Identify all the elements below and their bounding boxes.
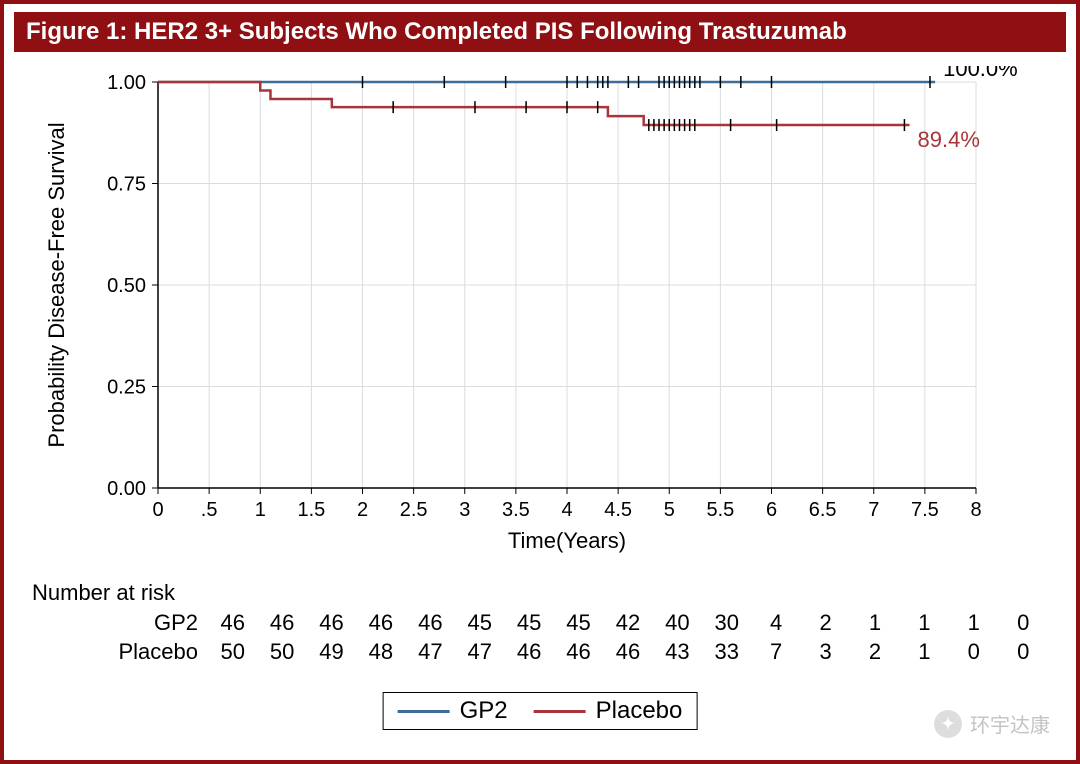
risk-row-label: Placebo bbox=[32, 637, 208, 667]
svg-text:89.4%: 89.4% bbox=[918, 127, 980, 152]
svg-text:7: 7 bbox=[868, 499, 879, 521]
svg-text:1.00: 1.00 bbox=[107, 72, 146, 94]
svg-text:1.5: 1.5 bbox=[297, 499, 325, 521]
risk-row: GP24646464646454545424030421110 bbox=[32, 608, 1048, 638]
risk-cell: 46 bbox=[257, 608, 306, 638]
risk-cell: 42 bbox=[603, 608, 652, 638]
svg-text:6.5: 6.5 bbox=[809, 499, 837, 521]
risk-cell: 46 bbox=[356, 608, 405, 638]
legend-swatch bbox=[398, 710, 450, 713]
risk-cell: 0 bbox=[999, 608, 1048, 638]
svg-text:7.5: 7.5 bbox=[911, 499, 939, 521]
risk-table-title: Number at risk bbox=[32, 578, 1048, 608]
svg-text:0.50: 0.50 bbox=[107, 275, 146, 297]
legend-item: Placebo bbox=[534, 697, 683, 725]
risk-cell: 40 bbox=[653, 608, 702, 638]
risk-cell: 3 bbox=[801, 637, 850, 667]
svg-text:5: 5 bbox=[664, 499, 675, 521]
svg-text:Probability Disease-Free Survi: Probability Disease-Free Survival bbox=[44, 122, 69, 447]
svg-text:100.0%: 100.0% bbox=[943, 66, 1018, 81]
risk-cell: 30 bbox=[702, 608, 751, 638]
risk-cell: 46 bbox=[406, 608, 455, 638]
svg-text:2.5: 2.5 bbox=[400, 499, 428, 521]
risk-cell: 50 bbox=[257, 637, 306, 667]
risk-cell: 49 bbox=[307, 637, 356, 667]
legend-swatch bbox=[534, 710, 586, 713]
risk-cell: 2 bbox=[850, 637, 899, 667]
watermark-icon: ✦ bbox=[934, 710, 962, 738]
risk-cell: 1 bbox=[949, 608, 998, 638]
risk-cell: 46 bbox=[307, 608, 356, 638]
risk-cell: 33 bbox=[702, 637, 751, 667]
risk-cell: 46 bbox=[504, 637, 553, 667]
svg-text:5.5: 5.5 bbox=[706, 499, 734, 521]
number-at-risk-table: Number at risk GP24646464646454545424030… bbox=[32, 578, 1048, 667]
risk-cell: 43 bbox=[653, 637, 702, 667]
watermark-text: 环宇达康 bbox=[970, 709, 1050, 738]
risk-cell: 4 bbox=[751, 608, 800, 638]
risk-cell: 1 bbox=[850, 608, 899, 638]
svg-text:4: 4 bbox=[561, 499, 572, 521]
figure-frame: Figure 1: HER2 3+ Subjects Who Completed… bbox=[0, 0, 1080, 764]
risk-cell: 45 bbox=[504, 608, 553, 638]
risk-cell: 47 bbox=[406, 637, 455, 667]
svg-text:1: 1 bbox=[255, 499, 266, 521]
risk-row: Placebo5050494847474646464333732100 bbox=[32, 637, 1048, 667]
risk-cell: 46 bbox=[554, 637, 603, 667]
svg-text:0: 0 bbox=[152, 499, 163, 521]
svg-text:Time(Years): Time(Years) bbox=[508, 528, 626, 553]
risk-cell: 2 bbox=[801, 608, 850, 638]
risk-cell: 7 bbox=[751, 637, 800, 667]
figure-title: Figure 1: HER2 3+ Subjects Who Completed… bbox=[14, 12, 1066, 52]
svg-text:8: 8 bbox=[970, 499, 981, 521]
risk-cell: 50 bbox=[208, 637, 257, 667]
svg-text:0.25: 0.25 bbox=[107, 377, 146, 399]
risk-cell: 45 bbox=[455, 608, 504, 638]
risk-cell: 0 bbox=[949, 637, 998, 667]
svg-text:0.00: 0.00 bbox=[107, 478, 146, 500]
legend-item: GP2 bbox=[398, 697, 508, 725]
risk-cell: 0 bbox=[999, 637, 1048, 667]
risk-cell: 46 bbox=[603, 637, 652, 667]
legend: GP2 Placebo bbox=[383, 692, 698, 730]
svg-text:3.5: 3.5 bbox=[502, 499, 530, 521]
svg-text:3: 3 bbox=[459, 499, 470, 521]
svg-text:.5: .5 bbox=[201, 499, 218, 521]
svg-text:6: 6 bbox=[766, 499, 777, 521]
legend-label: Placebo bbox=[596, 697, 683, 725]
km-plot: 0 .5 1 1.5 2 2.5 3 3.5 4 4.5 5 5.5 6 6.5 7 7.5 8 0.00 0.25… bbox=[28, 66, 1052, 566]
svg-text:0.75: 0.75 bbox=[107, 174, 146, 196]
risk-row-label: GP2 bbox=[32, 608, 208, 638]
svg-text:2: 2 bbox=[357, 499, 368, 521]
legend-label: GP2 bbox=[460, 697, 508, 725]
risk-cell: 45 bbox=[554, 608, 603, 638]
watermark: ✦ 环宇达康 bbox=[934, 709, 1050, 738]
risk-cell: 46 bbox=[208, 608, 257, 638]
risk-cell: 48 bbox=[356, 637, 405, 667]
risk-cell: 47 bbox=[455, 637, 504, 667]
svg-text:4.5: 4.5 bbox=[604, 499, 632, 521]
risk-cell: 1 bbox=[900, 637, 949, 667]
risk-cell: 1 bbox=[900, 608, 949, 638]
